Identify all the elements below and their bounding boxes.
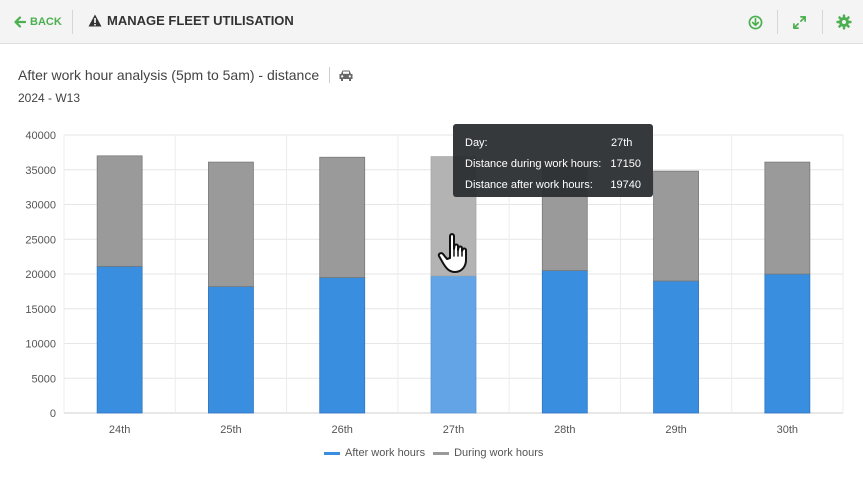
chart-title-row: After work hour analysis (5pm to 5am) - … <box>18 67 354 83</box>
settings-icon[interactable] <box>834 12 854 32</box>
arrow-left-icon <box>14 16 26 28</box>
bar-after-work-hours[interactable] <box>653 280 699 414</box>
bar-after-work-hours[interactable] <box>319 277 366 414</box>
x-tick-label: 30th <box>777 424 798 436</box>
x-tick-label: 29th <box>665 424 686 436</box>
tooltip-row-during: Distance during work hours: 17150 <box>465 153 641 174</box>
y-tick-label: 35000 <box>25 165 56 177</box>
y-tick-label: 20000 <box>25 269 56 281</box>
legend-label-during: During work hours <box>454 447 544 459</box>
chart-tooltip: Day: 27th Distance during work hours: 17… <box>453 124 653 197</box>
legend-item-during[interactable]: During work hours <box>433 447 543 459</box>
hand-cursor-icon <box>437 233 467 273</box>
y-tick-label: 5000 <box>32 373 56 385</box>
bar-after-work-hours[interactable] <box>96 265 143 414</box>
chart-title: After work hour analysis (5pm to 5am) - … <box>18 67 320 83</box>
x-tick-label: 28th <box>554 424 575 436</box>
tooltip-after-label: Distance after work hours: <box>465 178 593 191</box>
x-tick-label: 24th <box>109 424 130 436</box>
expand-icon[interactable] <box>789 12 809 32</box>
legend-item-after[interactable]: After work hours <box>324 447 425 459</box>
x-tick-label: 26th <box>332 424 353 436</box>
download-icon[interactable] <box>745 12 765 32</box>
bar-after-work-hours[interactable] <box>541 270 588 414</box>
y-tick-label: 0 <box>50 408 56 420</box>
bar-during-work-hours[interactable] <box>319 156 366 278</box>
legend-label-after: After work hours <box>345 447 426 459</box>
legend-swatch-after <box>324 451 340 455</box>
y-tick-label: 30000 <box>25 200 56 212</box>
legend-swatch-during <box>433 451 450 455</box>
y-tick-label: 25000 <box>25 234 56 246</box>
tooltip-day-value: 27th <box>611 136 633 149</box>
chart-legend: After work hours During work hours <box>324 447 543 459</box>
bar-after-work-hours[interactable] <box>764 273 811 414</box>
x-tick-label: 25th <box>220 424 241 436</box>
tooltip-row-after: Distance after work hours: 19740 <box>465 174 641 195</box>
y-tick-label: 10000 <box>25 339 56 351</box>
bar-during-work-hours[interactable] <box>653 170 699 282</box>
car-icon[interactable] <box>338 69 354 82</box>
back-label: BACK <box>30 16 62 28</box>
y-tick-label: 40000 <box>25 130 56 142</box>
y-tick-label: 15000 <box>25 304 56 316</box>
bar-after-work-hours[interactable] <box>208 286 254 414</box>
tooltip-during-label: Distance during work hours: <box>465 157 602 170</box>
divider <box>822 10 823 34</box>
page-title: MANAGE FLEET UTILISATION <box>88 13 294 28</box>
bar-during-work-hours[interactable] <box>208 161 254 287</box>
bar-after-work-hours[interactable] <box>430 275 477 414</box>
bar-during-work-hours[interactable] <box>96 155 143 267</box>
warning-icon <box>88 14 102 27</box>
divider <box>72 10 73 34</box>
tooltip-during-value: 17150 <box>610 157 641 170</box>
tooltip-row-day: Day: 27th <box>465 132 641 153</box>
bar-during-work-hours[interactable] <box>764 161 811 275</box>
tooltip-after-value: 19740 <box>610 178 641 191</box>
title-divider <box>329 67 331 83</box>
back-button[interactable]: BACK <box>14 14 62 30</box>
page-title-text: MANAGE FLEET UTILISATION <box>107 13 294 28</box>
chart-subtitle: 2024 - W13 <box>18 91 81 105</box>
divider <box>777 10 778 34</box>
x-tick-label: 27th <box>443 424 464 436</box>
tooltip-day-label: Day: <box>465 136 488 149</box>
top-bar: BACK MANAGE FLEET UTILISATION <box>0 0 863 44</box>
